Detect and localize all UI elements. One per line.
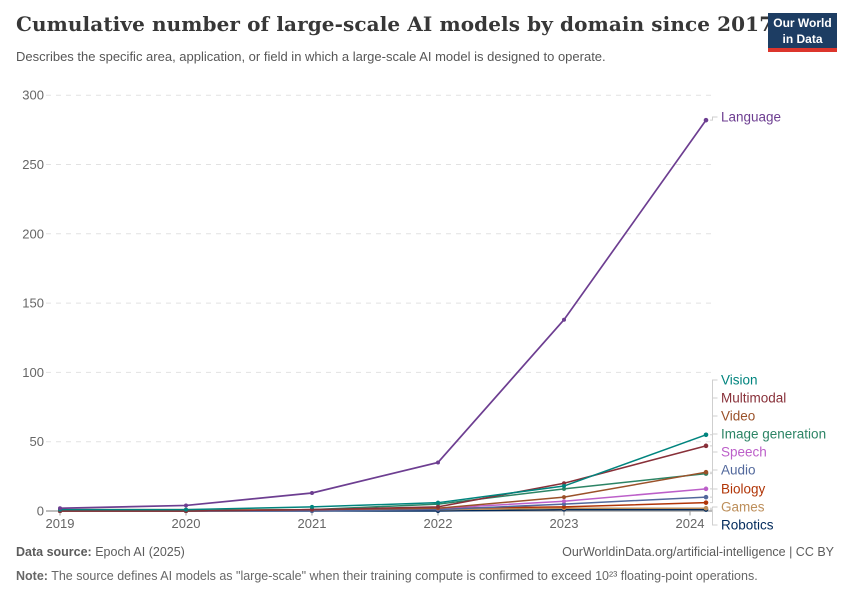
footer: Data source: Epoch AI (2025) OurWorldinD… — [16, 545, 834, 559]
data-point-games[interactable] — [703, 505, 709, 511]
note-text: The source defines AI models as "large-s… — [47, 569, 758, 583]
series-label-vision[interactable]: Vision — [721, 373, 758, 388]
series-label-games[interactable]: Games — [721, 500, 765, 515]
label-connector — [710, 469, 718, 498]
series-line-vision[interactable] — [60, 434, 707, 511]
label-connector — [710, 488, 718, 504]
label-connector — [710, 397, 718, 447]
y-tick-label: 150 — [22, 296, 44, 311]
attribution-link[interactable]: OurWorldinData.org/artificial-intelligen… — [562, 545, 834, 559]
owid-logo[interactable]: Our World in Data — [768, 13, 837, 52]
label-connector — [710, 433, 718, 475]
data-source-label: Data source: — [16, 545, 92, 559]
data-point-vision[interactable] — [436, 500, 440, 505]
data-point-vision[interactable] — [184, 507, 188, 512]
series-label-speech[interactable]: Speech — [721, 445, 767, 460]
data-point-language[interactable] — [184, 503, 188, 508]
data-point-multimodal[interactable] — [436, 504, 440, 509]
x-tick-label: 2020 — [172, 516, 201, 531]
label-connector — [710, 415, 718, 473]
data-point-video[interactable] — [562, 495, 566, 500]
y-tick-label: 0 — [37, 504, 44, 519]
y-tick-label: 250 — [22, 157, 44, 172]
label-connector — [710, 506, 718, 509]
data-point-language[interactable] — [562, 317, 566, 322]
y-tick-label: 100 — [22, 365, 44, 380]
chart-title: Cumulative number of large-scale AI mode… — [16, 12, 774, 36]
series-label-robotics[interactable]: Robotics — [721, 518, 774, 533]
data-point-speech[interactable] — [703, 486, 709, 492]
series-label-language[interactable]: Language — [721, 110, 781, 125]
x-tick-label: 2022 — [424, 516, 453, 531]
data-point-language[interactable] — [58, 506, 62, 511]
data-point-vision[interactable] — [703, 432, 709, 438]
data-point-speech[interactable] — [562, 499, 566, 504]
owid-logo-line1: Our World — [773, 16, 832, 30]
data-point-vision[interactable] — [562, 484, 566, 489]
series-label-audio[interactable]: Audio — [721, 463, 756, 478]
label-connector — [710, 379, 718, 436]
footer-note: Note: The source defines AI models as "l… — [16, 569, 758, 583]
label-connector — [710, 509, 718, 526]
data-point-biology[interactable] — [562, 504, 566, 509]
series-line-language[interactable] — [59, 119, 707, 510]
y-tick-label: 50 — [30, 434, 44, 449]
data-point-language[interactable] — [436, 460, 440, 465]
data-point-multimodal[interactable] — [703, 443, 709, 449]
data-point-video[interactable] — [703, 469, 709, 475]
note-label: Note: — [16, 569, 48, 583]
data-point-multimodal[interactable] — [310, 507, 314, 512]
x-tick-label: 2024 — [676, 516, 705, 531]
y-tick-label: 300 — [22, 88, 44, 103]
y-tick-label: 200 — [22, 226, 44, 241]
data-point-language[interactable] — [310, 490, 314, 495]
x-tick-label: 2023 — [550, 516, 579, 531]
series-label-biology[interactable]: Biology — [721, 482, 766, 497]
series-label-image-generation[interactable]: Image generation — [721, 427, 826, 442]
series-label-multimodal[interactable]: Multimodal — [721, 391, 786, 406]
data-point-audio[interactable] — [562, 502, 566, 507]
data-source-value: Epoch AI (2025) — [91, 545, 185, 559]
data-point-vision[interactable] — [310, 504, 314, 509]
data-point-biology[interactable] — [703, 500, 709, 505]
data-point-multimodal[interactable] — [562, 481, 566, 486]
data-point-image-generation[interactable] — [562, 486, 566, 491]
x-tick-label: 2019 — [46, 516, 75, 531]
series-label-video[interactable]: Video — [721, 409, 755, 424]
data-point-language[interactable] — [703, 117, 709, 123]
chart-subtitle: Describes the specific area, application… — [16, 49, 606, 64]
data-source: Data source: Epoch AI (2025) — [16, 545, 185, 559]
owid-logo-line2: in Data — [782, 31, 823, 46]
x-tick-label: 2021 — [298, 516, 327, 531]
data-point-audio[interactable] — [703, 494, 709, 500]
label-connector — [710, 116, 718, 121]
